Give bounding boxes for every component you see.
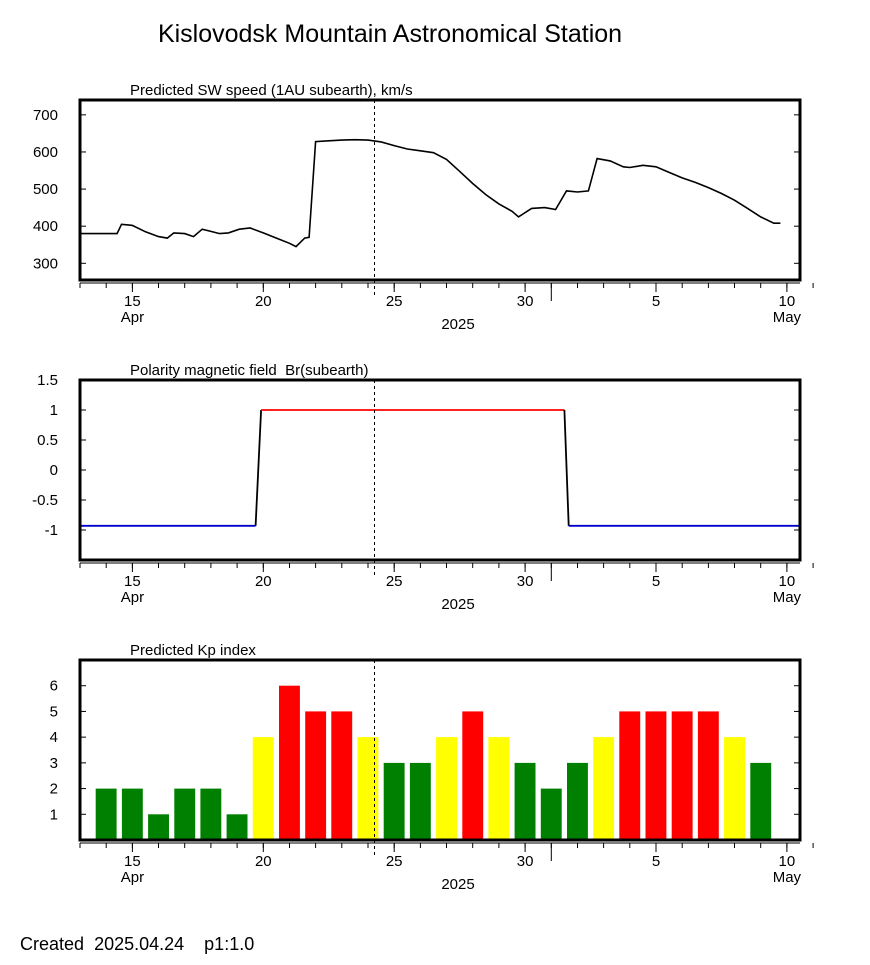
kp-bar-11 [383,762,405,840]
kp-bar-24 [724,737,745,840]
kp-bar-12 [409,762,431,840]
kp-bar-8 [305,711,327,840]
kp-bar-4 [200,788,222,840]
kp-bar-17 [540,788,562,840]
y-tick-label: 0.5 [37,432,58,449]
x-month-label: Apr [121,309,144,326]
x-month-label: Apr [121,869,144,886]
x-tick-label: 25 [386,293,403,310]
y-tick-label: 2 [50,781,58,798]
y-tick-label: 700 [33,107,58,124]
x-month-label: May [773,589,802,606]
x-tick-label: 5 [652,293,660,310]
plot-frame [78,98,802,282]
x-tick-label: 20 [255,573,272,590]
x-month-label: May [773,309,802,326]
x-tick-label: 20 [255,853,272,870]
y-tick-label: 1 [50,402,58,419]
kp-bar-3 [174,788,196,840]
page-title: Kislovodsk Mountain Astronomical Station [157,20,623,48]
y-tick-label: 1.5 [37,372,58,389]
y-tick-label: 5 [50,703,58,720]
polarity-segment-3 [563,409,570,526]
kp-bar-20 [619,711,641,840]
x-tick-label: 5 [652,573,660,590]
x-tick-label: 25 [386,573,403,590]
kp-title: Predicted Kp index [130,642,256,659]
x-tick-label: 10 [779,853,796,870]
kp-bar-14 [462,711,484,840]
kp-bar-18 [567,762,588,840]
sw-speed-line [80,138,781,248]
y-tick-label: 6 [50,678,58,695]
x-month-label: May [773,869,802,886]
x-tick-label: 15 [124,293,141,310]
polarity-panel: Polarity magnetic field Br(subearth) 1.5… [32,362,814,613]
y-tick-label: 0 [50,462,58,479]
sw-speed-panel: Predicted SW speed (1AU subearth), km/s … [33,82,814,333]
y-tick-label: 400 [33,218,58,235]
y-tick-label: 600 [33,144,58,161]
x-tick-label: 25 [386,853,403,870]
kp-bar-2 [148,814,169,840]
kp-bar-5 [226,814,248,840]
y-tick-label: -1 [45,522,58,539]
x-tick-label: 30 [517,293,534,310]
kp-bar-25 [750,762,772,840]
polarity-title: Polarity magnetic field Br(subearth) [130,362,368,379]
kp-bar-16 [514,762,536,840]
kp-bar-23 [697,711,719,840]
kp-bar-6 [252,737,274,840]
x-tick-label: 30 [517,573,534,590]
kp-bar-7 [279,685,300,840]
y-tick-label: 4 [50,729,58,746]
footer-extra: p1:1.0 [204,934,255,954]
x-axis-label: 2025 [441,596,474,613]
kp-bar-22 [671,711,693,840]
y-tick-label: 300 [33,255,58,272]
x-tick-label: 10 [779,293,796,310]
kp-bar-1 [121,788,143,840]
polarity-segment-1 [254,409,262,526]
y-tick-label: 3 [50,755,58,772]
kp-bar-19 [593,737,615,840]
x-axis-label: 2025 [441,876,474,893]
footer-date: 2025.04.24 [94,934,185,954]
kp-bar-21 [645,711,667,840]
plot-frame [78,658,802,842]
kp-bar-9 [331,711,353,840]
x-month-label: Apr [121,589,144,606]
x-axis-label: 2025 [441,316,474,333]
sw-speed-title: Predicted SW speed (1AU subearth), km/s [130,82,413,99]
x-tick-label: 30 [517,853,534,870]
x-tick-label: 15 [124,573,141,590]
x-tick-label: 20 [255,293,272,310]
kp-bar-0 [95,788,117,840]
y-tick-label: 1 [50,806,58,823]
x-tick-label: 5 [652,853,660,870]
footer-label: Created [20,934,85,954]
kp-bar-15 [488,737,510,840]
x-tick-label: 10 [779,573,796,590]
footer: Created 2025.04.24 p1:1.0 [20,934,254,955]
x-tick-label: 15 [124,853,141,870]
kp-bar-13 [436,737,457,840]
y-tick-label: -0.5 [32,492,58,509]
y-tick-label: 500 [33,181,58,198]
plot-frame [78,378,802,562]
kp-bar-10 [357,737,379,840]
